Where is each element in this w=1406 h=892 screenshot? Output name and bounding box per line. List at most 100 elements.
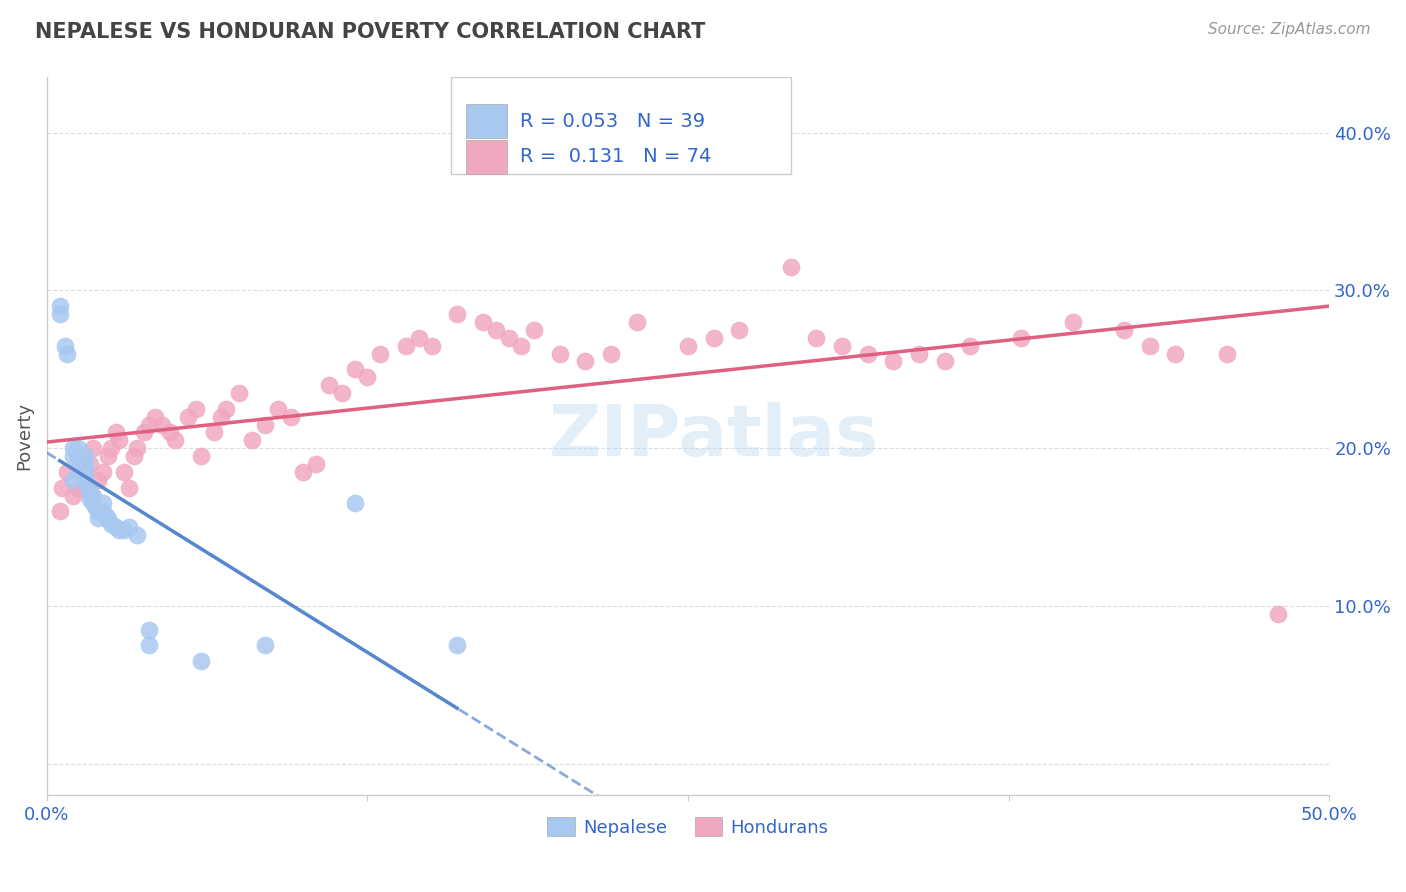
Point	[97, 449, 120, 463]
Point	[79, 491, 101, 506]
Legend: Nepalese, Hondurans: Nepalese, Hondurans	[540, 810, 837, 844]
Point	[138, 623, 160, 637]
Point	[498, 331, 520, 345]
Point	[446, 307, 468, 321]
Point	[72, 481, 94, 495]
Point	[118, 520, 141, 534]
Point	[908, 346, 931, 360]
Point	[51, 481, 73, 495]
Point	[343, 496, 366, 510]
Point	[446, 639, 468, 653]
Point	[292, 465, 315, 479]
Point	[779, 260, 801, 274]
Point	[159, 425, 181, 440]
Point	[215, 401, 238, 416]
Point	[485, 323, 508, 337]
Point	[395, 339, 418, 353]
Point	[91, 465, 114, 479]
Point	[118, 481, 141, 495]
Point	[1062, 315, 1084, 329]
Point	[1267, 607, 1289, 621]
Point	[177, 409, 200, 424]
Text: R =  0.131   N = 74: R = 0.131 N = 74	[520, 147, 711, 167]
Point	[48, 307, 70, 321]
Point	[253, 639, 276, 653]
Point	[523, 323, 546, 337]
Point	[75, 449, 97, 463]
Point	[184, 401, 207, 416]
Point	[190, 654, 212, 668]
Point	[143, 409, 166, 424]
Point	[62, 449, 84, 463]
Point	[134, 425, 156, 440]
Point	[1139, 339, 1161, 353]
Point	[267, 401, 290, 416]
Point	[280, 409, 302, 424]
FancyBboxPatch shape	[451, 78, 790, 174]
Point	[125, 528, 148, 542]
Point	[94, 509, 117, 524]
Point	[703, 331, 725, 345]
Point	[138, 639, 160, 653]
Point	[471, 315, 494, 329]
Point	[574, 354, 596, 368]
Point	[79, 485, 101, 500]
Point	[934, 354, 956, 368]
Point	[305, 457, 328, 471]
Point	[728, 323, 751, 337]
FancyBboxPatch shape	[467, 103, 508, 138]
Point	[87, 473, 110, 487]
Text: R = 0.053   N = 39: R = 0.053 N = 39	[520, 112, 706, 130]
Point	[48, 299, 70, 313]
Point	[84, 501, 107, 516]
Point	[87, 510, 110, 524]
Point	[100, 516, 122, 531]
Point	[91, 504, 114, 518]
Point	[408, 331, 430, 345]
Point	[107, 524, 129, 538]
Point	[228, 386, 250, 401]
Point	[56, 346, 79, 360]
Point	[53, 339, 76, 353]
Point	[77, 481, 100, 495]
Point	[56, 465, 79, 479]
Point	[125, 442, 148, 456]
Point	[1112, 323, 1135, 337]
Point	[82, 496, 104, 510]
Point	[165, 434, 187, 448]
Point	[48, 504, 70, 518]
Point	[548, 346, 571, 360]
Y-axis label: Poverty: Poverty	[15, 402, 32, 470]
Point	[806, 331, 828, 345]
Point	[356, 370, 378, 384]
Point	[69, 465, 91, 479]
Point	[75, 465, 97, 479]
Point	[62, 473, 84, 487]
Point	[122, 449, 145, 463]
Point	[87, 504, 110, 518]
Point	[112, 524, 135, 538]
Point	[676, 339, 699, 353]
Point	[62, 442, 84, 456]
Point	[69, 457, 91, 471]
Point	[138, 417, 160, 432]
Point	[510, 339, 533, 353]
Point	[100, 442, 122, 456]
Point	[368, 346, 391, 360]
Point	[105, 425, 128, 440]
Point	[97, 512, 120, 526]
Point	[66, 481, 89, 495]
Text: Source: ZipAtlas.com: Source: ZipAtlas.com	[1208, 22, 1371, 37]
Point	[202, 425, 225, 440]
Point	[62, 489, 84, 503]
Point	[82, 442, 104, 456]
Point	[330, 386, 353, 401]
Point	[253, 417, 276, 432]
Point	[240, 434, 263, 448]
Point	[600, 346, 623, 360]
Point	[1011, 331, 1033, 345]
Point	[831, 339, 853, 353]
Point	[1215, 346, 1237, 360]
Point	[112, 465, 135, 479]
Point	[420, 339, 443, 353]
